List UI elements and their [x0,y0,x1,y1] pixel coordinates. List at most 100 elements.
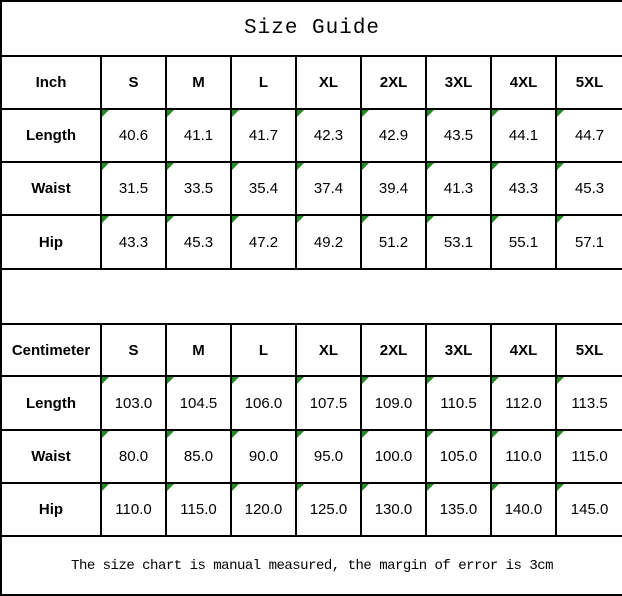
cell-comment-flag-icon [298,110,304,117]
size-value-cell: 112.0 [490,375,557,431]
cell-comment-flag-icon [428,110,434,117]
size-header-5xl: 5XL [554,55,622,110]
size-value: 105.0 [439,447,478,465]
cell-comment-flag-icon [363,217,369,224]
size-value: 115.0 [180,501,217,519]
cell-comment-flag-icon [428,164,434,171]
cell-comment-flag-icon [363,431,369,438]
footer-row: The size chart is manual measured, the m… [0,535,622,596]
cell-comment-flag-icon [493,485,499,492]
size-value-cell: 135.0 [425,482,492,538]
cell-comment-flag-icon [168,378,174,385]
size-value-cell: 47.2 [230,214,297,270]
cell-comment-flag-icon [233,378,239,385]
size-value: 49.2 [313,233,344,251]
centimeter-waist-row: Waist 80.0 85.0 90.0 95.0 100.0 105.0 11… [0,428,622,485]
centimeter-length-row: Length 103.0 104.5 106.0 107.5 109.0 110… [0,375,622,431]
size-value: 103.0 [114,394,153,412]
cell-comment-flag-icon [558,378,564,385]
size-value-cell: 95.0 [295,428,362,485]
cell-comment-flag-icon [493,110,499,117]
cell-comment-flag-icon [428,217,434,224]
size-value-cell: 43.5 [425,107,492,164]
size-value-cell: 45.3 [554,161,622,217]
size-header-5xl: 5XL [554,323,622,378]
row-label-length: Length [0,107,102,164]
page-title: Size Guide [0,0,622,58]
row-label-waist: Waist [0,428,102,485]
size-header-xl: XL [295,323,362,378]
size-value-cell: 103.0 [100,375,167,431]
cell-comment-flag-icon [558,217,564,224]
size-value-cell: 33.5 [165,161,232,217]
size-value: 100.0 [374,447,413,465]
size-value-cell: 106.0 [230,375,297,431]
inch-header-row: Inch S M L XL 2XL 3XL 4XL 5XL [0,55,622,110]
size-value-cell: 44.7 [554,107,622,164]
size-header-m: M [165,55,232,110]
cell-comment-flag-icon [298,164,304,171]
cell-comment-flag-icon [233,485,239,492]
cell-comment-flag-icon [103,217,109,224]
cell-comment-flag-icon [298,217,304,224]
inch-length-row: Length 40.6 41.1 41.7 42.3 42.9 43.5 44.… [0,107,622,164]
size-value: 35.4 [248,180,279,198]
cell-comment-flag-icon [428,431,434,438]
size-value: 106.0 [244,394,283,412]
size-value-cell: 140.0 [490,482,557,538]
cell-comment-flag-icon [298,485,304,492]
size-value: 44.1 [508,126,539,144]
size-value: 85.0 [183,447,214,465]
size-value-cell: 57.1 [554,214,622,270]
size-value: 80.0 [118,447,149,465]
cell-comment-flag-icon [363,110,369,117]
size-value: 44.7 [574,126,605,144]
size-value: 115.0 [571,447,608,465]
size-value: 57.1 [574,233,605,251]
cell-comment-flag-icon [168,110,174,117]
size-header-l: L [230,55,297,110]
size-value: 110.0 [505,447,542,465]
size-value-cell: 41.1 [165,107,232,164]
row-label-hip: Hip [0,482,102,538]
size-header-4xl: 4XL [490,55,557,110]
inch-waist-row: Waist 31.5 33.5 35.4 37.4 39.4 41.3 43.3… [0,161,622,217]
title-row: Size Guide [0,0,622,58]
size-value-cell: 90.0 [230,428,297,485]
size-value-cell: 41.3 [425,161,492,217]
size-value-cell: 104.5 [165,375,232,431]
size-value-cell: 110.0 [490,428,557,485]
centimeter-hip-row: Hip 110.0 115.0 120.0 125.0 130.0 135.0 … [0,482,622,538]
cell-comment-flag-icon [493,378,499,385]
cell-comment-flag-icon [493,217,499,224]
cell-comment-flag-icon [363,164,369,171]
size-value: 40.6 [118,126,149,144]
size-header-s: S [100,55,167,110]
cell-comment-flag-icon [103,431,109,438]
size-value-cell: 110.0 [100,482,167,538]
measurement-note: The size chart is manual measured, the m… [0,535,622,596]
cell-comment-flag-icon [103,485,109,492]
size-value: 110.0 [115,501,152,519]
cell-comment-flag-icon [428,485,434,492]
spacer-cell [0,267,622,326]
cell-comment-flag-icon [298,378,304,385]
cell-comment-flag-icon [233,217,239,224]
unit-header-inch: Inch [0,55,102,110]
cell-comment-flag-icon [558,485,564,492]
cell-comment-flag-icon [103,378,109,385]
size-value-cell: 43.3 [100,214,167,270]
cell-comment-flag-icon [493,164,499,171]
cell-comment-flag-icon [363,485,369,492]
size-value: 42.9 [378,126,409,144]
row-label-length: Length [0,375,102,431]
size-value-cell: 100.0 [360,428,427,485]
size-value: 45.3 [183,233,214,251]
size-value-cell: 85.0 [165,428,232,485]
size-value: 145.0 [570,501,609,519]
size-value: 33.5 [183,180,214,198]
size-header-l: L [230,323,297,378]
size-value: 112.0 [505,394,542,412]
cell-comment-flag-icon [103,110,109,117]
size-value: 113.5 [571,394,608,412]
